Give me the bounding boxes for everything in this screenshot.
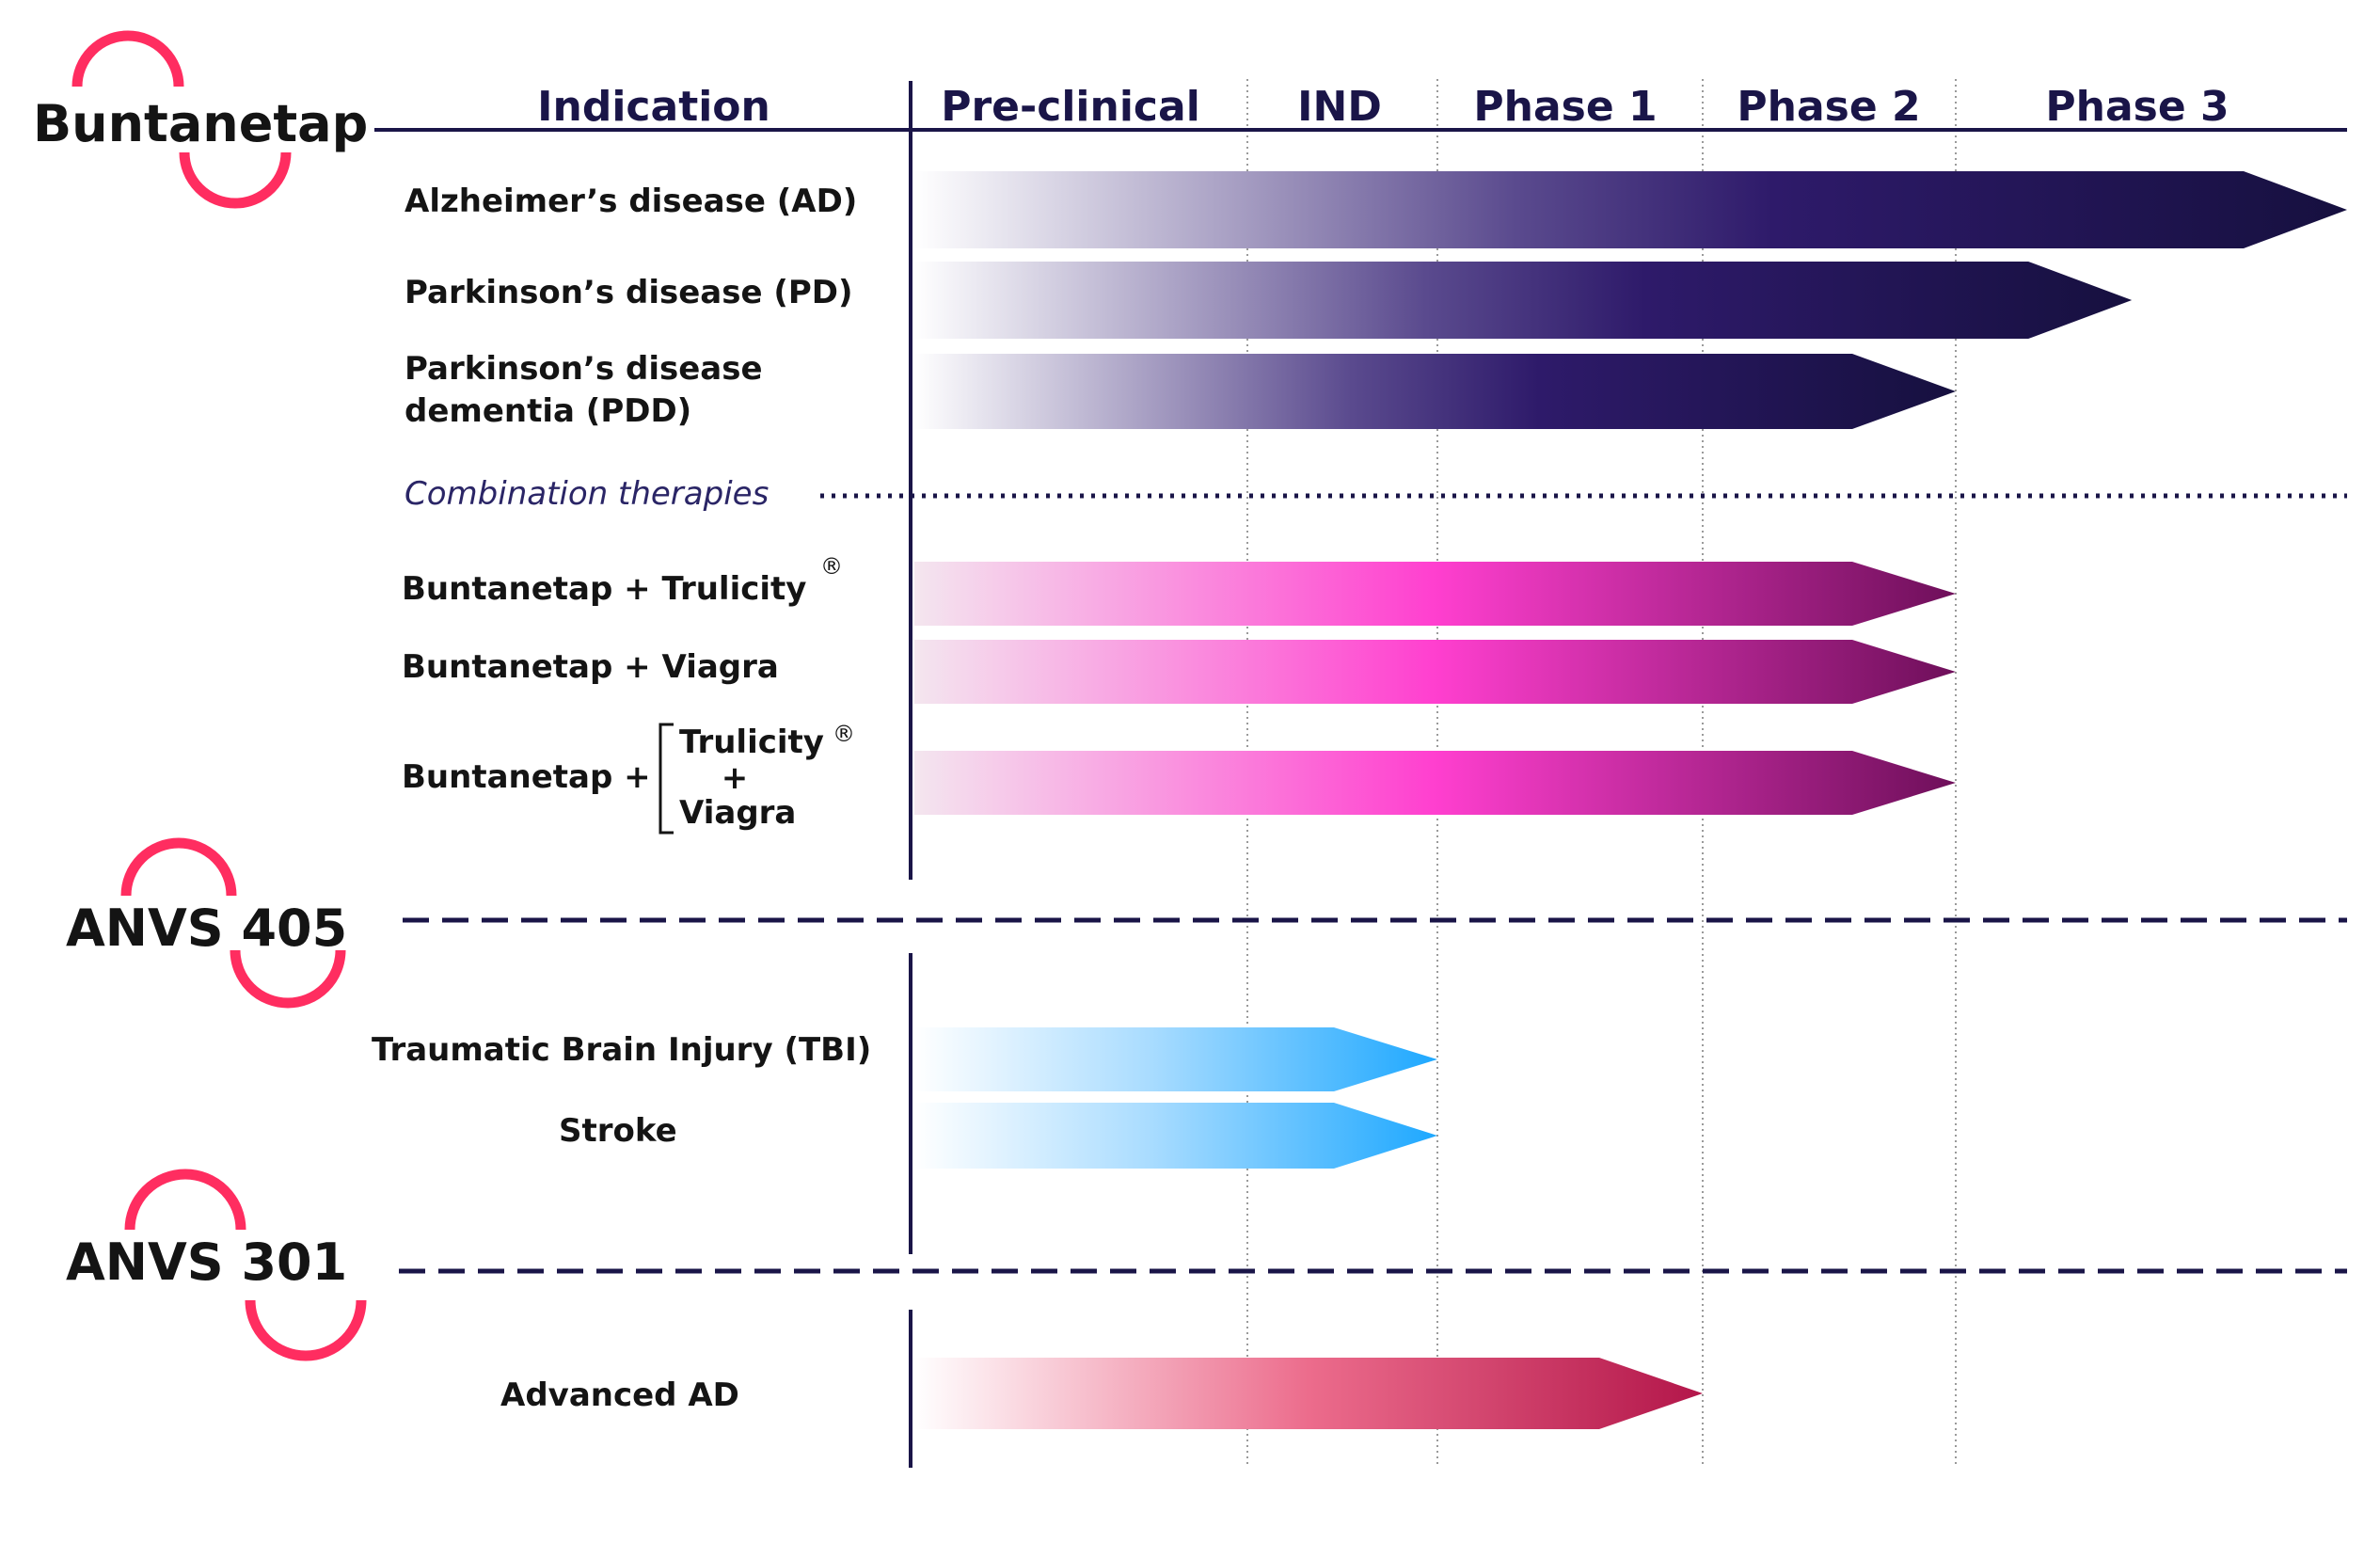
program-name-anvs405: ANVS 405: [66, 899, 347, 958]
label-advanced-ad: Advanced AD: [500, 1376, 739, 1414]
header-indication: Indication: [537, 83, 770, 131]
label-combo-trulicity: Buntanetap + Trulicity: [402, 570, 806, 608]
header-row: Indication Pre-clinical IND Phase 1 Phas…: [374, 83, 2347, 132]
header-phase-1: Phase 1: [1473, 83, 1657, 131]
progress-bar-pd: [914, 262, 2133, 339]
program-name-buntanetap: Buntanetap: [33, 94, 368, 153]
logo-anvs301: ANVS 301: [66, 1169, 367, 1361]
progress-bar-combo-triple: [914, 751, 1956, 815]
label-ad: Alzheimer’s disease (AD): [405, 183, 857, 220]
label-combo-triple-item1: Trulicity: [679, 724, 824, 761]
progress-bar-tbi: [914, 1027, 1437, 1091]
progress-bar-combo-trulicity: [914, 562, 1956, 626]
registered-mark-1: ®: [820, 553, 843, 580]
label-pd: Parkinson’s disease (PD): [405, 274, 853, 311]
progress-bar-stroke: [914, 1103, 1437, 1169]
progress-bar-ad: [914, 171, 2347, 248]
label-combination-therapies: Combination therapies: [405, 475, 769, 513]
logo-arc-bottom: [179, 151, 292, 209]
logo-arc-top: [124, 1169, 246, 1231]
program-name-anvs301: ANVS 301: [66, 1233, 347, 1292]
label-combo-viagra: Buntanetap + Viagra: [402, 648, 779, 686]
logo-arc-top: [71, 30, 184, 87]
logo-anvs405: ANVS 405: [66, 837, 347, 1009]
label-combo-triple-item2: Viagra: [679, 794, 796, 832]
label-combo-triple-plus: +: [722, 759, 749, 797]
combo-bracket: [658, 723, 674, 835]
label-pdd-line1: Parkinson’s disease: [405, 350, 763, 388]
indication-labels: Alzheimer’s disease (AD) Parkinson’s dis…: [372, 183, 871, 1414]
progress-bar-advanced-ad: [914, 1358, 1703, 1429]
logo-arc-top: [120, 837, 237, 897]
header-phase-3: Phase 3: [2045, 83, 2229, 131]
label-tbi: Traumatic Brain Injury (TBI): [372, 1031, 871, 1069]
progress-bar-pdd: [914, 354, 1956, 429]
header-phase-2: Phase 2: [1737, 83, 1920, 131]
label-combo-triple-prefix: Buntanetap +: [402, 758, 651, 796]
header-phase-preclinical: Pre-clinical: [941, 83, 1200, 131]
header-phase-ind: IND: [1297, 83, 1382, 131]
label-stroke: Stroke: [559, 1112, 677, 1150]
progress-bars: [914, 171, 2347, 1429]
progress-bar-combo-viagra: [914, 640, 1956, 704]
logo-buntanetap: Buntanetap: [33, 30, 368, 209]
label-pdd-line2: dementia (PDD): [405, 392, 691, 430]
registered-mark-2: ®: [833, 721, 855, 747]
logo-arc-bottom: [245, 1299, 367, 1361]
logo-arc-bottom: [230, 949, 346, 1009]
